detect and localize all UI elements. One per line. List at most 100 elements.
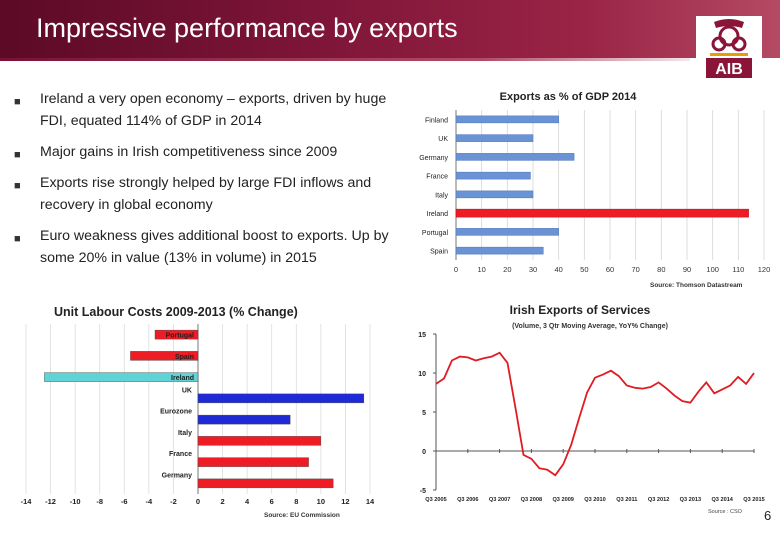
category-label: Portugal [422, 230, 449, 237]
x-tick-label: 90 [683, 265, 691, 274]
x-tick-label: -8 [96, 497, 103, 506]
y-tick-label: 5 [422, 410, 426, 417]
bar [197, 436, 322, 446]
category-label: UK [182, 387, 192, 394]
y-tick-label: 0 [422, 449, 426, 456]
category-label: Portugal [166, 333, 194, 340]
bar [455, 115, 559, 124]
bar [455, 190, 534, 199]
bullet-square-icon: ■ [14, 233, 21, 245]
x-tick-label: 0 [454, 265, 458, 274]
chart-source: Source : CSO [708, 509, 743, 515]
page-number: 6 [764, 508, 772, 523]
bullet-item: ■ Ireland a very open economy – exports, … [10, 88, 410, 132]
x-tick-label: Q3 2008 [521, 497, 542, 503]
x-tick-label: 2 [220, 497, 224, 506]
series-line [435, 351, 755, 477]
category-label: Italy [435, 192, 448, 199]
bar [154, 329, 199, 340]
category-label: Spain [430, 249, 448, 256]
x-tick-label: Q3 2014 [711, 497, 733, 503]
unit-labour-costs-chart: Unit Labour Costs 2009-2013 (% Change) -1… [21, 305, 375, 519]
x-tick-label: -12 [45, 497, 56, 506]
bullet-text: Euro weakness gives additional boost to … [40, 228, 389, 266]
category-label: Ireland [171, 375, 194, 382]
exports-gdp-chart: Exports as % of GDP 2014 0 10 20 30 40 50 60 70 8… [419, 91, 771, 289]
services-exports-chart: Irish Exports of Services (Volume, 3 Qtr … [418, 303, 765, 515]
x-tick-label: 10 [317, 497, 325, 506]
bullet-text: Ireland a very open economy – exports, d… [40, 91, 387, 129]
bar [197, 414, 291, 425]
bullet-square-icon: ■ [14, 180, 21, 192]
bar [197, 457, 309, 467]
bullet-item: ■ Major gains in Irish competitiveness si… [10, 141, 410, 163]
bullet-item: ■ Euro weakness gives additional boost to… [10, 225, 410, 269]
x-tick-label: 60 [606, 265, 614, 274]
x-tick-label: 70 [631, 265, 639, 274]
category-label: Eurozone [160, 409, 192, 416]
bar [130, 351, 199, 361]
chart-source: Source: EU Commission [264, 512, 340, 519]
category-label: Finland [425, 117, 448, 124]
x-tick-label: Q3 2011 [616, 497, 637, 503]
y-tick-label: 10 [418, 371, 426, 378]
x-tick-label: 12 [341, 497, 349, 506]
category-label: Ireland [427, 211, 449, 218]
x-tick-label: 50 [580, 265, 588, 274]
slide-header: Impressive performance by exports [0, 0, 780, 58]
x-tick-label: 10 [477, 265, 485, 274]
bullet-square-icon: ■ [14, 149, 21, 161]
x-tick-label: Q3 2006 [457, 497, 478, 503]
x-tick-label: 100 [706, 265, 719, 274]
logo-text: AIB [715, 61, 743, 78]
bar [197, 478, 334, 489]
x-tick-label: 6 [270, 497, 274, 506]
x-tick-label: -10 [70, 497, 81, 506]
x-tick-label: 14 [366, 497, 375, 506]
bar [44, 372, 199, 382]
x-tick-label: -14 [21, 497, 33, 506]
bullet-square-icon: ■ [14, 96, 21, 108]
y-tick-label: 15 [418, 332, 426, 339]
x-tick-label: Q3 2012 [648, 497, 669, 503]
y-tick-label: -5 [420, 488, 426, 495]
x-tick-label: -4 [146, 497, 153, 506]
x-tick-label: Q3 2007 [489, 497, 510, 503]
x-tick-label: 120 [758, 265, 771, 274]
x-tick-label: Q3 2013 [680, 497, 701, 503]
x-tick-label: -6 [121, 497, 128, 506]
chart-source: Source: Thomson Datastream [650, 282, 743, 289]
title-underline [0, 58, 690, 61]
chart-title: Exports as % of GDP 2014 [500, 91, 638, 103]
bar [455, 171, 531, 180]
category-label: France [169, 451, 192, 458]
bar [455, 246, 544, 255]
x-tick-label: 20 [503, 265, 511, 274]
aib-logo: AIB [696, 16, 762, 80]
x-tick-label: 4 [245, 497, 250, 506]
chart-subtitle: (Volume, 3 Qtr Moving Average, YoY% Chan… [512, 323, 668, 330]
bullet-text: Major gains in Irish competitiveness sin… [40, 144, 338, 160]
bar [455, 153, 575, 161]
category-label: UK [438, 136, 448, 143]
x-tick-label: Q3 2010 [584, 497, 605, 503]
x-tick-label: Q3 2005 [425, 497, 446, 503]
bar [455, 228, 559, 236]
x-tick-label: 0 [196, 497, 200, 506]
chart-title: Irish Exports of Services [510, 303, 651, 317]
bar [197, 393, 365, 404]
bullet-list: ■ Ireland a very open economy – exports, … [10, 88, 410, 278]
x-tick-label: 80 [657, 265, 665, 274]
slide-title: Impressive performance by exports [36, 13, 458, 43]
bar [455, 134, 534, 142]
category-label: Germany [419, 155, 448, 162]
x-tick-label: Q3 2015 [743, 497, 764, 503]
bullet-item: ■ Exports rise strongly helped by large F… [10, 172, 410, 216]
x-tick-label: 110 [732, 265, 744, 274]
aib-logo-icon: AIB [696, 16, 762, 80]
x-tick-label: Q3 2009 [552, 497, 573, 503]
category-label: France [426, 174, 448, 181]
category-label: Spain [175, 354, 194, 361]
chart-title: Unit Labour Costs 2009-2013 (% Change) [54, 305, 298, 319]
category-label: Italy [178, 430, 192, 437]
